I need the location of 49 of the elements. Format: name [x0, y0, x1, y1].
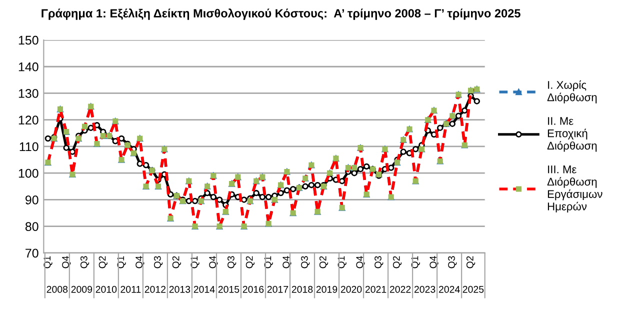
- text: 2017: [267, 286, 288, 293]
- y-tick-label: 150: [18, 36, 38, 45]
- text: 2020: [340, 286, 362, 293]
- x-tick-label: Q3: [301, 256, 310, 268]
- legend-label: ΙΙ. Με Εποχική Διόρθωση: [547, 117, 597, 152]
- text: 2022: [390, 286, 411, 293]
- text: 2021: [365, 286, 386, 293]
- text: 2013: [169, 286, 190, 293]
- x-tick-label: Q2: [246, 256, 255, 268]
- x-tick-label: Q3: [80, 256, 90, 268]
- y-tick-label: 70: [26, 248, 38, 258]
- text: 2008: [46, 286, 68, 293]
- y-tick-label: 140: [18, 62, 38, 72]
- x-tick-label: Q3: [448, 256, 457, 268]
- x-tick-label: Q4: [136, 256, 144, 268]
- text: 2019: [316, 286, 338, 293]
- y-tick-label: 130: [18, 89, 38, 98]
- legend-label: ΙΙΙ. Με Διόρθωση Εργάσιμων Ημερών: [547, 166, 602, 213]
- text: 2009: [71, 286, 92, 293]
- y-tick-label: 110: [20, 142, 38, 152]
- text: 2024: [438, 286, 460, 293]
- text: 2014: [194, 286, 215, 293]
- x-tick-label: Q2: [392, 256, 402, 268]
- x-tick-label: Q2: [319, 256, 328, 268]
- x-tick-label: Q3: [374, 256, 384, 268]
- y-tick-label: 80: [25, 222, 38, 231]
- legend-label: Ι. Χωρίς Διόρθωση: [547, 80, 597, 104]
- x-tick-label: Q4: [62, 256, 71, 268]
- text: 2015: [218, 286, 240, 293]
- x-tick-label: Q4: [430, 256, 438, 268]
- x-tick-label: Q4: [209, 256, 218, 268]
- y-tick-label: 100: [18, 168, 38, 178]
- x-tick-label: Q2: [466, 256, 476, 268]
- y-tick-label: 90: [26, 196, 38, 204]
- text: 2023: [414, 286, 436, 293]
- x-tick-label: Q2: [98, 256, 108, 268]
- x-tick-label: Q3: [154, 256, 163, 268]
- text: 2011: [120, 286, 141, 293]
- x-tick-label: Q4: [356, 256, 365, 268]
- x-tick-label: Q2: [172, 256, 181, 268]
- text: 2016: [242, 286, 264, 293]
- chart-title: Γράφημα 1: Εξέλιξη Δείκτη Μισθολογικού Κόστους: Α’ τρίμηνο 2008 – Γ’ τρίμηνο 2025: [42, 8, 520, 20]
- text: 2025: [462, 286, 484, 293]
- text: 2012: [144, 286, 166, 293]
- text: 2018: [292, 286, 313, 293]
- text: 2010: [96, 286, 117, 293]
- y-tick-label: 120: [18, 116, 38, 125]
- x-tick-label: Q4: [282, 256, 292, 268]
- x-tick-label: Q3: [228, 256, 236, 268]
